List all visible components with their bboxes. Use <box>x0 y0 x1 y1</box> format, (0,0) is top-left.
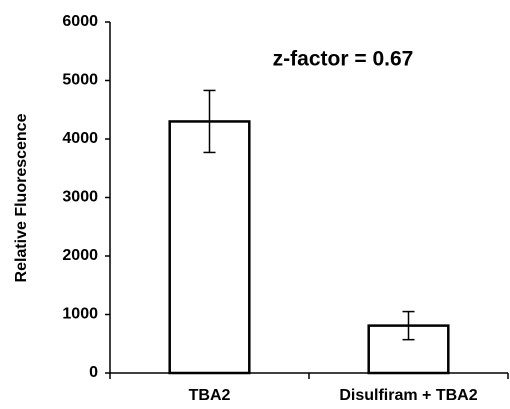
x-tick-label: TBA2 <box>189 387 231 404</box>
annotation: z-factor = 0.67 <box>273 48 414 71</box>
y-tick-label: 0 <box>89 364 98 381</box>
error-bar <box>402 310 415 341</box>
bar <box>168 120 251 375</box>
error-bar <box>203 89 216 154</box>
y-tick-label: 6000 <box>62 13 98 30</box>
y-tick-label: 5000 <box>62 72 98 89</box>
y-axis-label: Relative Fluorescence <box>13 113 30 282</box>
y-tick-label: 4000 <box>62 130 98 147</box>
y-tick-label: 1000 <box>62 306 98 323</box>
y-tick-label: 3000 <box>62 189 98 206</box>
x-tick-label: Disulfiram + TBA2 <box>339 387 477 404</box>
y-tick-label: 2000 <box>62 247 98 264</box>
